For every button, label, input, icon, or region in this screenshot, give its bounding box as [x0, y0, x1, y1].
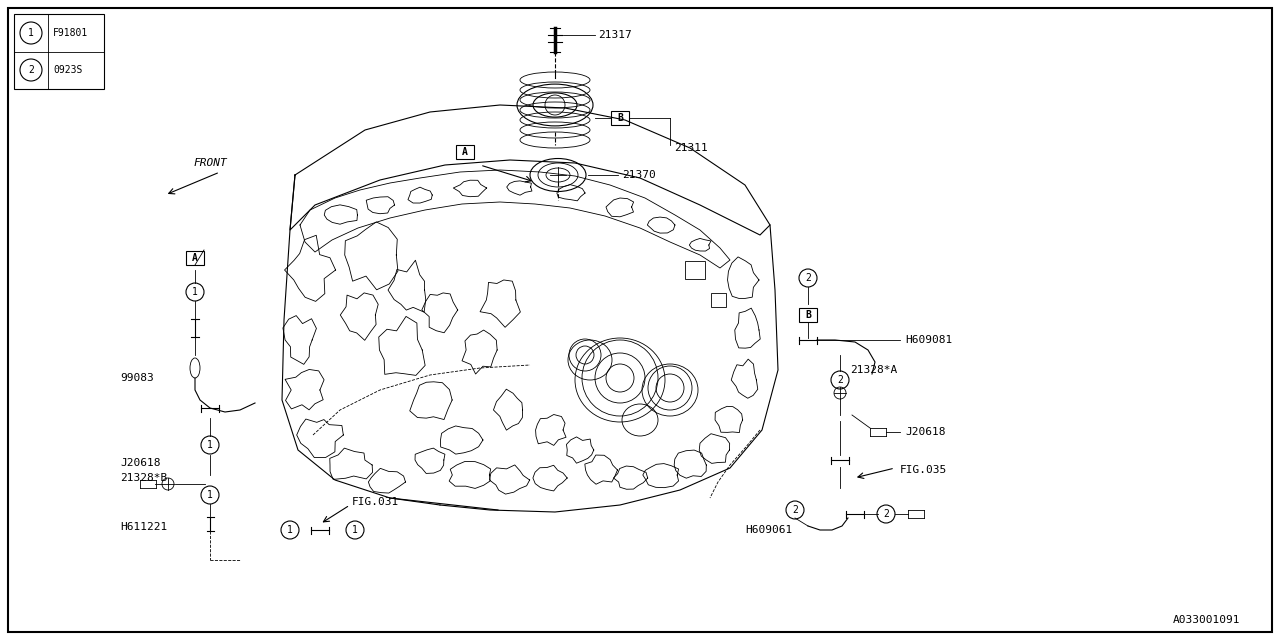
Text: 1: 1 [192, 287, 198, 297]
Text: 21317: 21317 [598, 30, 632, 40]
Bar [186, 251, 204, 265]
Text: J20618: J20618 [905, 427, 946, 437]
Text: 1: 1 [28, 28, 35, 38]
Text: 2: 2 [837, 375, 844, 385]
Text: 1: 1 [287, 525, 293, 535]
Text: J20618: J20618 [120, 458, 160, 468]
Text: 2: 2 [805, 273, 812, 283]
Text: 21311: 21311 [675, 143, 708, 153]
Text: 1: 1 [352, 525, 358, 535]
Text: 1: 1 [207, 490, 212, 500]
Bar [685, 261, 705, 279]
Text: 1: 1 [207, 440, 212, 450]
Bar [611, 111, 628, 125]
Text: B: B [805, 310, 812, 320]
Text: 0923S: 0923S [52, 65, 82, 75]
Text: FRONT: FRONT [193, 158, 227, 168]
Text: A033001091: A033001091 [1172, 615, 1240, 625]
Text: FIG.031: FIG.031 [352, 497, 399, 507]
Bar [456, 145, 474, 159]
Bar [799, 308, 817, 322]
Text: 2: 2 [28, 65, 35, 75]
Text: B: B [617, 113, 623, 123]
Text: 21328*B: 21328*B [120, 473, 168, 483]
Text: 2: 2 [792, 505, 797, 515]
Text: 99083: 99083 [120, 373, 154, 383]
Text: A: A [192, 253, 198, 263]
Bar [710, 293, 726, 307]
Text: 21328*A: 21328*A [850, 365, 897, 375]
Text: H609081: H609081 [905, 335, 952, 345]
Text: H611221: H611221 [120, 522, 168, 532]
Text: 2: 2 [883, 509, 888, 519]
Text: H609061: H609061 [745, 525, 792, 535]
Bar [14, 14, 104, 89]
Text: A: A [462, 147, 468, 157]
Text: FIG.035: FIG.035 [900, 465, 947, 475]
Text: 21370: 21370 [622, 170, 655, 180]
Text: F91801: F91801 [52, 28, 88, 38]
